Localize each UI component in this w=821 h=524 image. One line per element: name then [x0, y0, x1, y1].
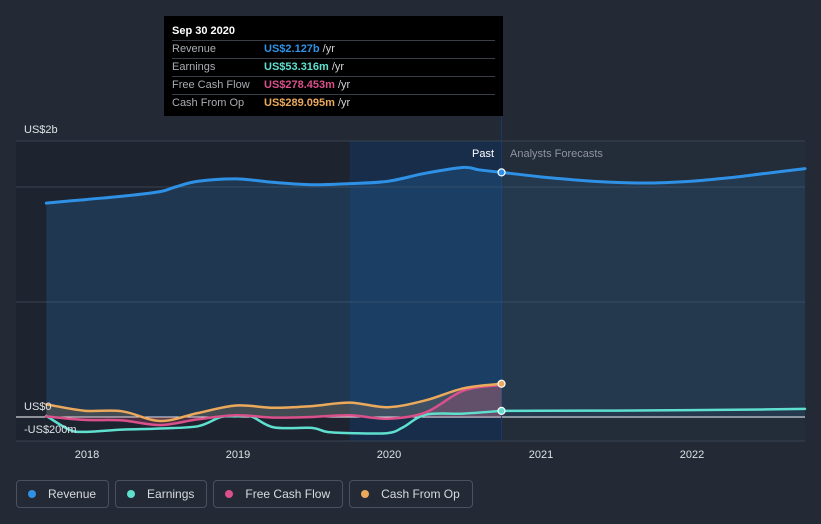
y-tick-label-bottom: -US$200m [24, 424, 77, 436]
cash-from-op-dot-icon [361, 490, 370, 498]
cash-from-op-marker [497, 379, 506, 388]
forecast-label: Analysts Forecasts [510, 148, 603, 160]
x-tick-label: 2022 [680, 449, 704, 461]
tooltip-label: Cash From Op [172, 97, 245, 109]
free-cash-flow-dot-icon [225, 490, 234, 498]
tooltip-value: US$53.316m [264, 61, 329, 73]
tooltip-row-cash-from-op: Cash From Op US$289.095m /yr [172, 94, 495, 112]
earnings-line [45, 409, 503, 435]
tooltip-value: US$289.095m [264, 97, 335, 109]
y-tick-label-zero: US$0 [24, 401, 52, 413]
chart-legend: Revenue Earnings Free Cash Flow Cash Fro… [16, 480, 473, 510]
revenue-forecast-line [500, 167, 807, 185]
tooltip-unit: /yr [322, 43, 335, 55]
earnings-marker [497, 406, 506, 416]
tooltip-row-revenue: Revenue US$2.127b /yr [172, 40, 495, 58]
data-tooltip: Sep 30 2020 Revenue US$2.127b /yr Earnin… [164, 16, 503, 116]
tooltip-row-earnings: Earnings US$53.316m /yr [172, 58, 495, 76]
legend-item-earnings[interactable]: Earnings [115, 480, 208, 508]
tooltip-label: Revenue [172, 43, 217, 55]
legend-label: Earnings [147, 487, 195, 501]
x-tick-label: 2021 [529, 449, 553, 461]
revenue-dot-icon [28, 490, 36, 498]
revenue-forecast-area [501, 168, 805, 417]
tooltip-label: Free Cash Flow [172, 79, 250, 91]
tooltip-value: US$2.127b [264, 43, 320, 55]
tooltip-unit: /yr [337, 79, 351, 91]
legend-label: Cash From Op [381, 487, 460, 501]
legend-label: Free Cash Flow [245, 487, 331, 501]
revenue-line [44, 165, 503, 205]
past-label: Past [472, 148, 494, 160]
revenue-marker [497, 168, 506, 177]
highlight-region [349, 141, 502, 441]
forecast-region [501, 141, 805, 441]
tooltip-value: US$278.453m [264, 79, 335, 91]
tooltip-row-free-cash-flow: Free Cash Flow US$278.453m /yr [172, 76, 495, 94]
cash-from-op-area [46, 383, 502, 422]
tooltip-unit: /yr [331, 61, 345, 73]
legend-item-revenue[interactable]: Revenue [16, 480, 110, 508]
earnings-dot-icon [127, 490, 136, 498]
cash-from-op-line [45, 382, 503, 423]
legend-item-free-cash-flow[interactable]: Free Cash Flow [213, 480, 344, 508]
tooltip-unit: /yr [337, 97, 351, 109]
tooltip-date: Sep 30 2020 [172, 25, 235, 37]
x-tick-label: 2018 [75, 449, 99, 461]
revenue-area [46, 167, 502, 417]
x-tick-label: 2019 [226, 449, 250, 461]
earnings-forecast-line [500, 407, 807, 413]
legend-item-cash-from-op[interactable]: Cash From Op [349, 480, 473, 508]
free-cash-flow-line [45, 383, 503, 427]
y-tick-label-top: US$2b [24, 124, 58, 136]
tooltip-label: Earnings [172, 61, 216, 73]
x-tick-label: 2020 [377, 449, 401, 461]
legend-label: Revenue [48, 487, 97, 501]
